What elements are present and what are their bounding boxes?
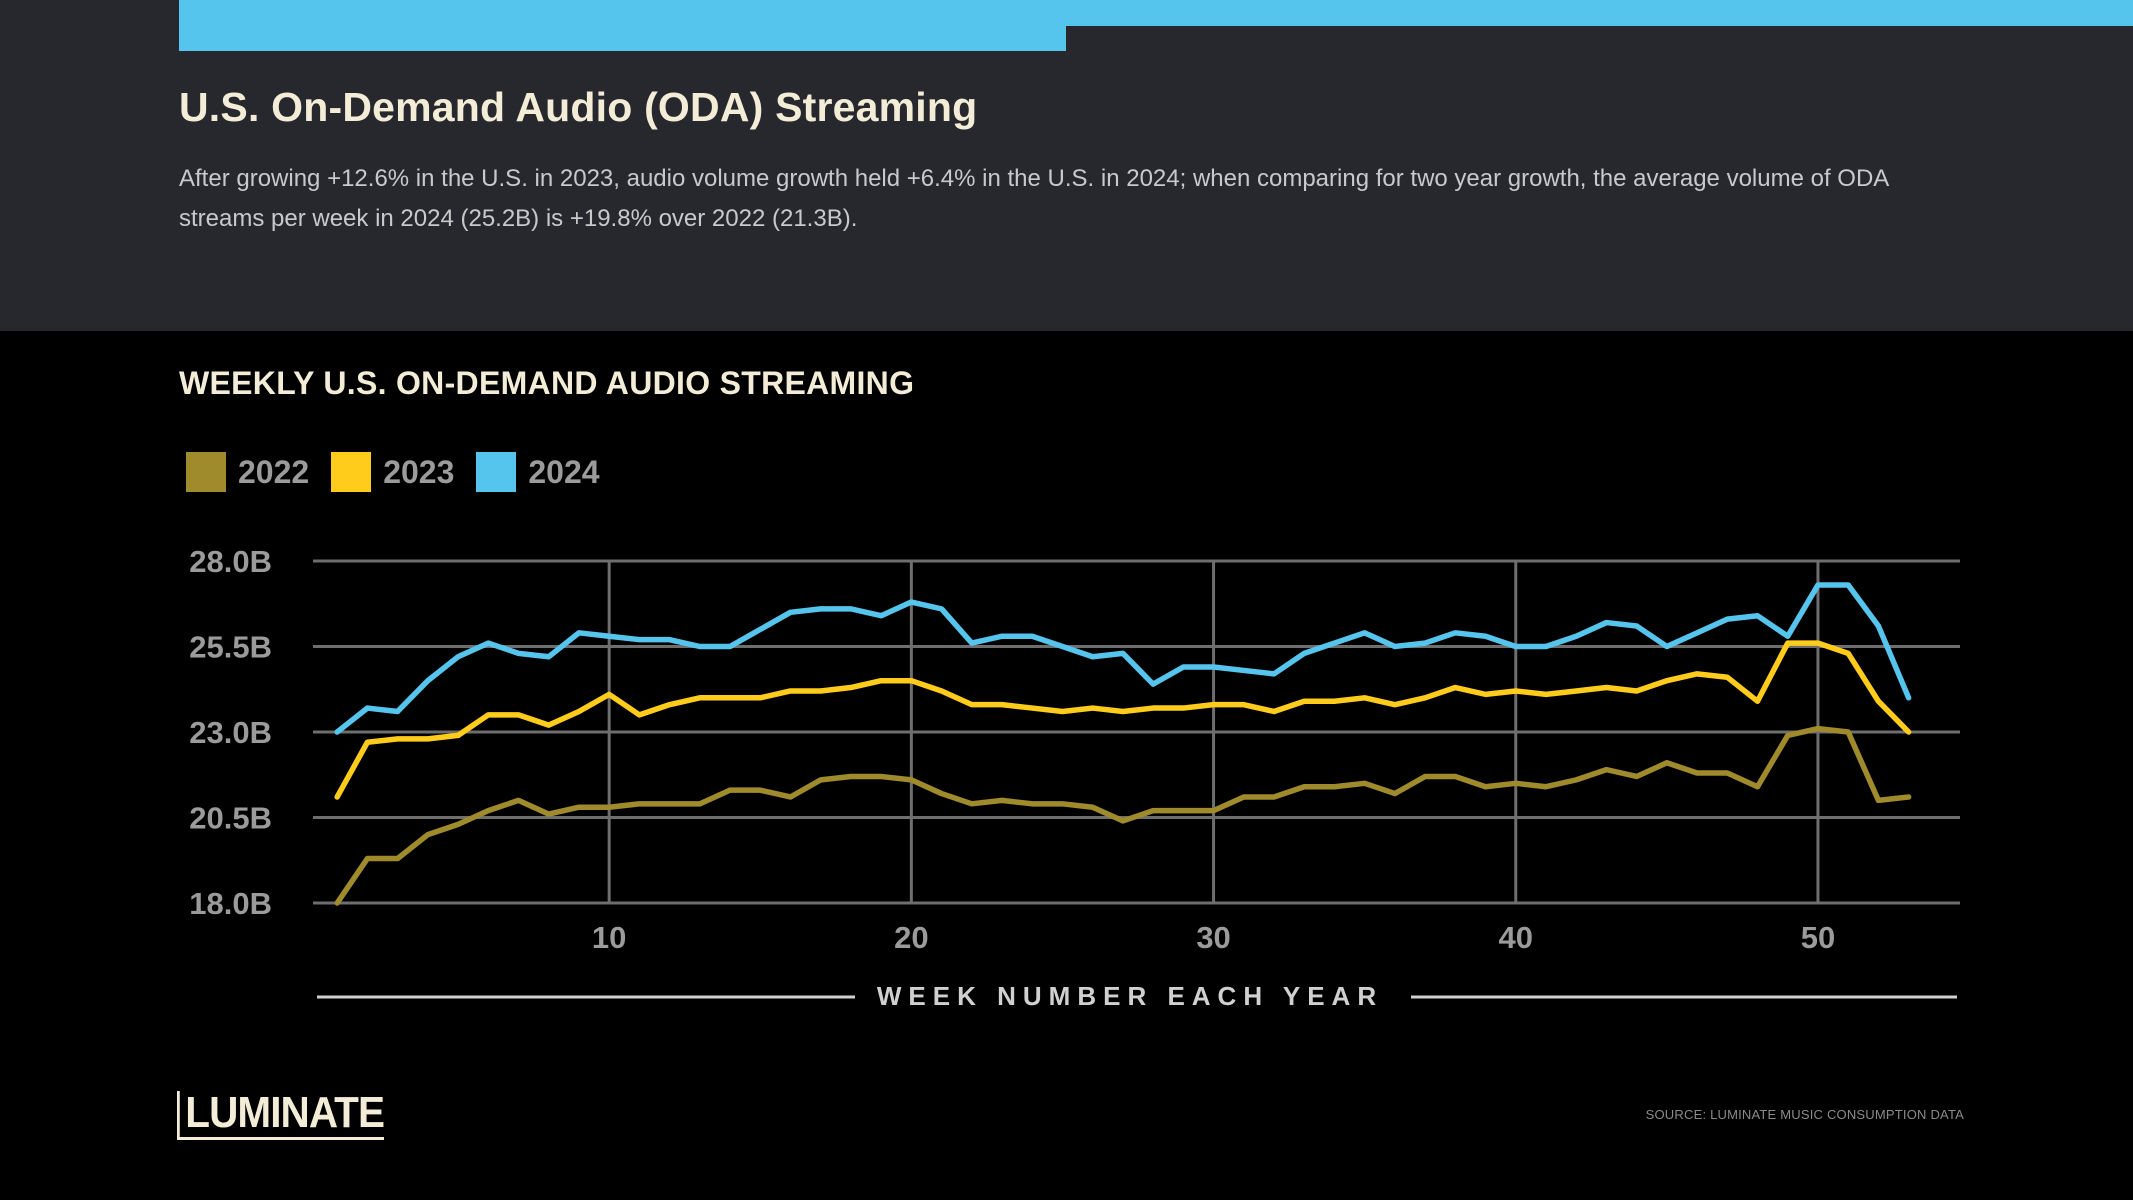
accent-bar-right <box>1066 0 2133 26</box>
header-band <box>0 0 2133 331</box>
legend-label-2022: 2022 <box>238 453 310 490</box>
y-tick-label: 28.0B <box>189 544 272 579</box>
series-line-2024 <box>334 582 1912 735</box>
page-description: After growing +12.6% in the U.S. in 2023… <box>179 165 1888 232</box>
y-tick-label: 18.0B <box>189 886 272 921</box>
y-tick-label: 20.5B <box>189 801 272 836</box>
chart-legend: 2022 2023 2024 <box>186 452 622 492</box>
x-tick-label: 50 <box>1801 920 1835 955</box>
legend-label-2023: 2023 <box>383 453 455 490</box>
luminate-logo: LUMINATE <box>177 1091 385 1140</box>
series-line-2023 <box>334 640 1912 800</box>
x-axis-label: WEEK NUMBER EACH YEAR <box>877 981 1383 1011</box>
chart-title: WEEKLY U.S. ON-DEMAND AUDIO STREAMING <box>179 365 915 401</box>
x-tick-label: 30 <box>1196 920 1230 955</box>
source-note: SOURCE: LUMINATE MUSIC CONSUMPTION DATA <box>1645 1107 1964 1122</box>
series-line-2022 <box>334 725 1912 906</box>
legend-item-2022: 2022 <box>186 452 309 492</box>
legend-item-2024: 2024 <box>476 452 600 492</box>
legend-label-2024: 2024 <box>528 453 600 490</box>
legend-item-2023: 2023 <box>331 452 454 492</box>
line-chart: 18.0B 20.5B 23.0B 25.5B 28.0B 10 20 30 40 50 WEEK … <box>189 544 1960 1011</box>
x-tick-label: 10 <box>592 920 626 955</box>
legend-swatch-2024 <box>476 452 517 492</box>
x-tick-label: 20 <box>894 920 928 955</box>
legend-swatch-2022 <box>186 452 226 492</box>
page-title: U.S. On-Demand Audio (ODA) Streaming <box>179 84 978 130</box>
y-tick-label: 23.0B <box>189 715 272 750</box>
legend-swatch-2023 <box>331 452 372 492</box>
x-tick-label: 40 <box>1499 920 1533 955</box>
y-tick-label: 25.5B <box>189 630 272 665</box>
accent-bar-left <box>179 0 1066 51</box>
